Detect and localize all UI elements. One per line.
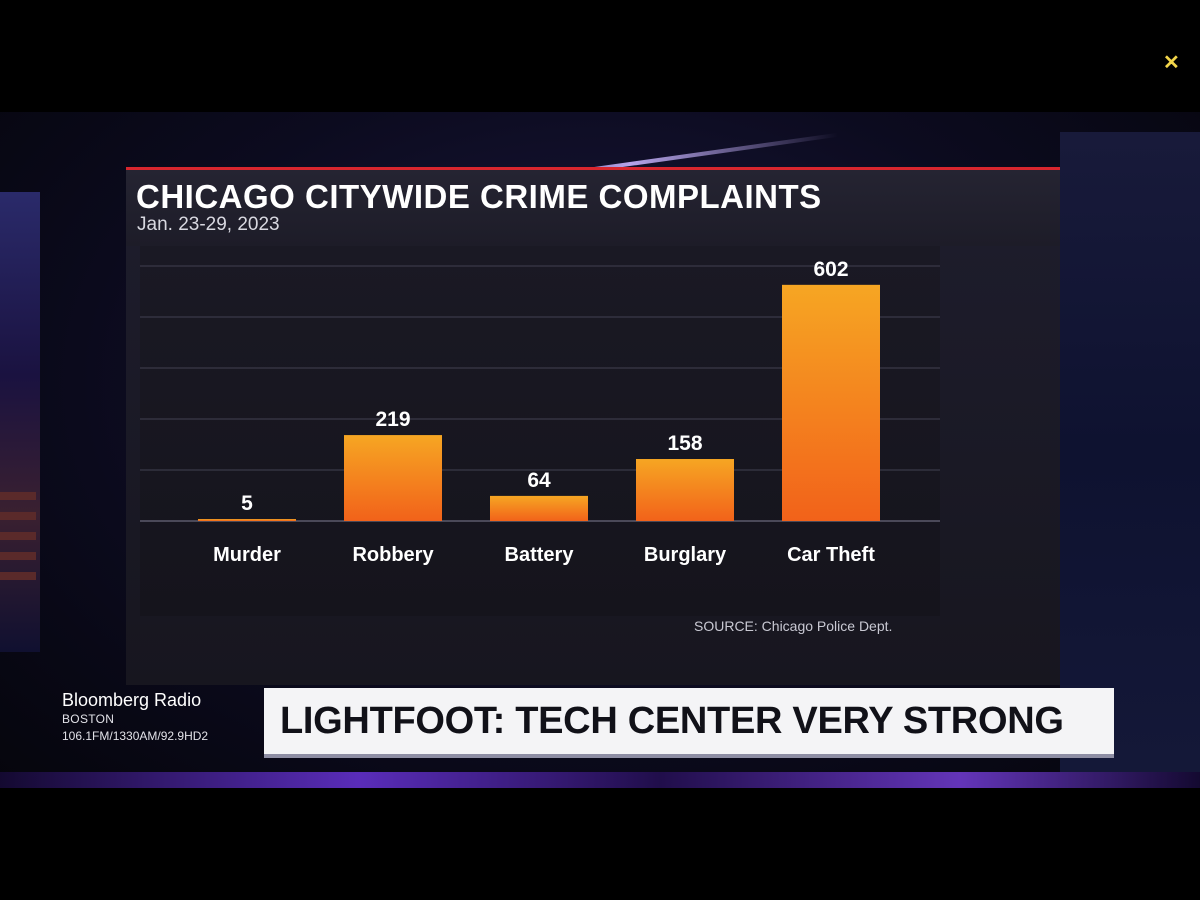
floor-glow: [0, 772, 1200, 788]
source-note: SOURCE: Chicago Police Dept.: [694, 618, 893, 634]
radio-station: Bloomberg Radio: [62, 690, 202, 710]
data-label: 602: [813, 258, 848, 281]
data-label: 5: [241, 492, 253, 515]
close-icon: ✕: [1163, 52, 1180, 74]
accent-line: [126, 167, 1060, 170]
category-tick-label: Car Theft: [787, 544, 875, 566]
bar-murder: [198, 519, 296, 521]
lower-third-edge: [264, 754, 1114, 758]
chart-subtitle: Jan. 23-29, 2023: [137, 214, 280, 235]
bar-car-theft: [782, 284, 880, 521]
left-wall-screen: [0, 192, 40, 652]
data-label: 219: [375, 408, 410, 431]
category-tick-label: Robbery: [352, 544, 434, 566]
headline: LIGHTFOOT: TECH CENTER VERY STRONG: [280, 700, 1064, 742]
data-label: 158: [667, 432, 702, 455]
bar-burglary: [636, 459, 734, 521]
letterbox-bottom: [0, 788, 1200, 900]
radio-frequencies: 106.1FM/1330AM/92.9HD2: [62, 729, 209, 743]
bar-robbery: [344, 435, 442, 521]
letterbox-top: [0, 0, 1200, 112]
lower-third-banner: LIGHTFOOT: TECH CENTER VERY STRONG: [264, 688, 1114, 754]
category-tick-label: Burglary: [644, 544, 727, 566]
data-label: 64: [527, 469, 551, 492]
radio-city: BOSTON: [62, 712, 115, 726]
chart-header-band: [126, 170, 1060, 246]
category-tick-label: Battery: [505, 544, 575, 566]
chart-title: CHICAGO CITYWIDE CRIME COMPLAINTS: [136, 178, 822, 215]
right-wall-screen: [1060, 132, 1200, 772]
bar-chart: 5 Murder 219 Robbery 64 Battery 158 Burglary 602…: [140, 258, 940, 566]
bar-battery: [490, 495, 588, 521]
category-tick-label: Murder: [213, 544, 281, 566]
